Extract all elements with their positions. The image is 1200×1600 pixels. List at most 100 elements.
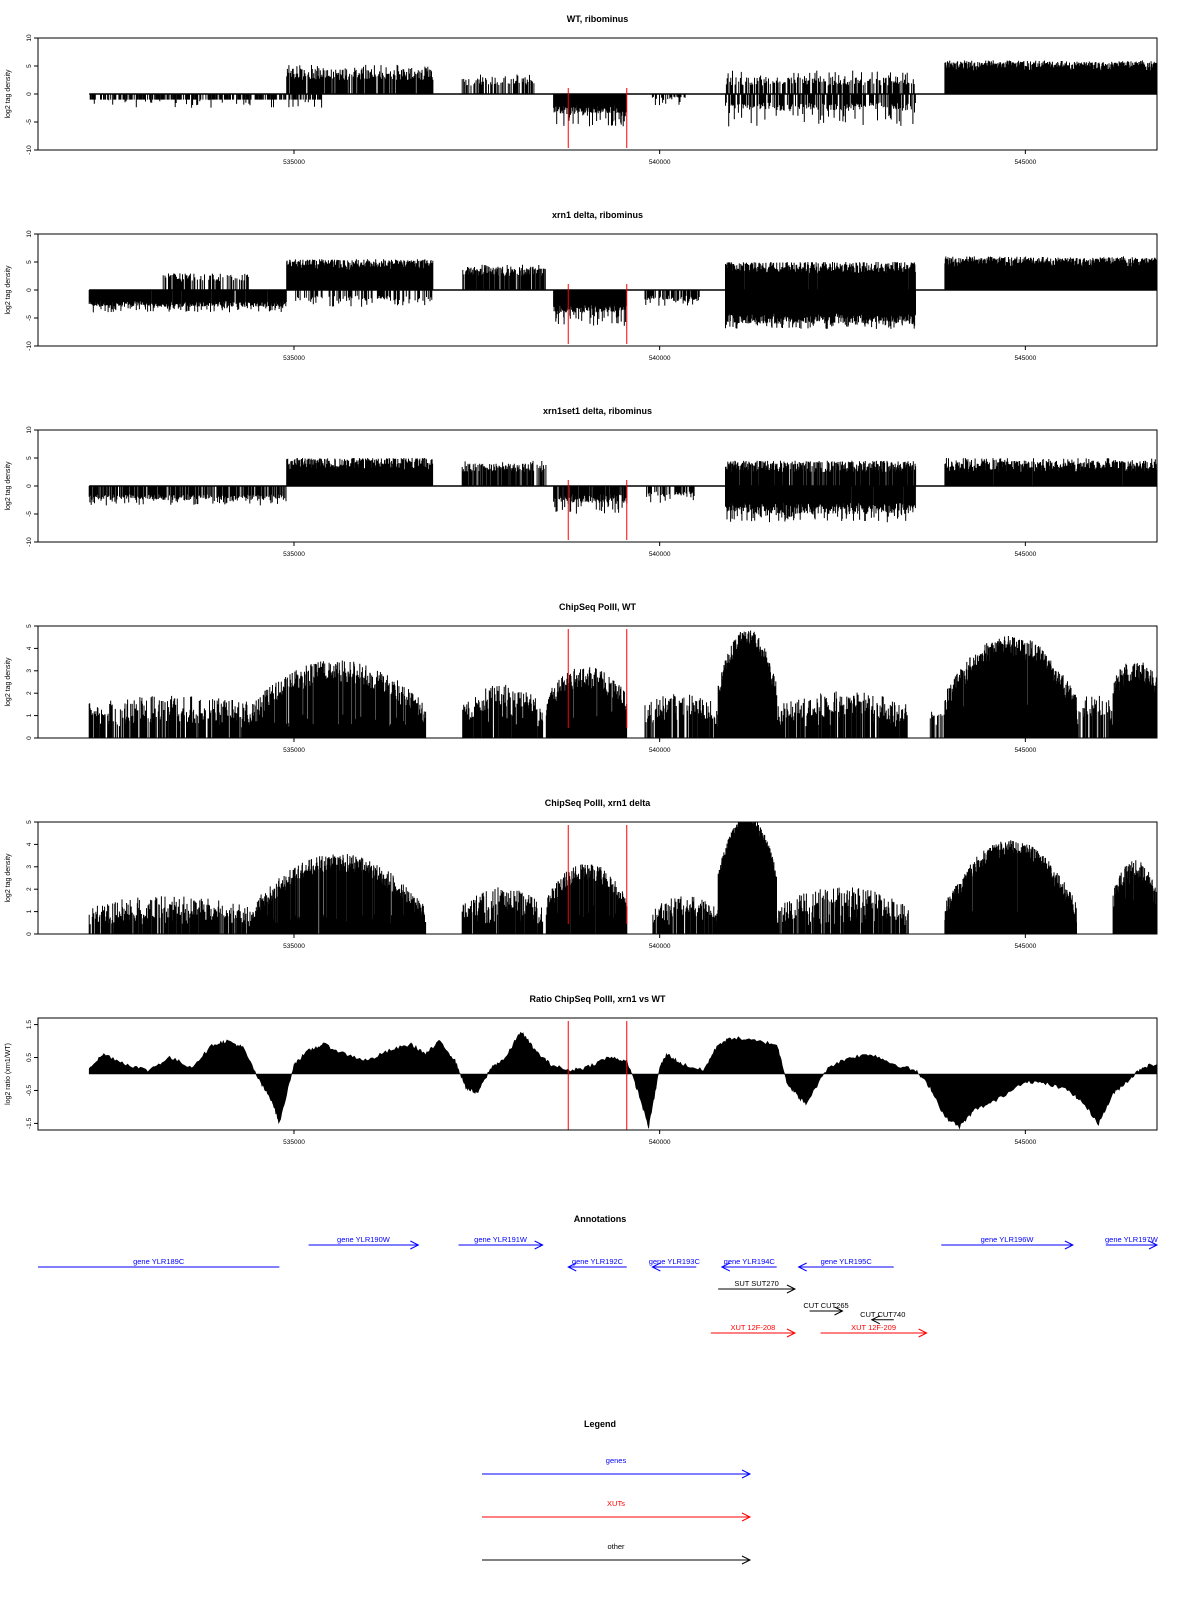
y-tick-label: -0.5 (26, 1084, 33, 1096)
y-axis-label: log2 tag density (5, 657, 12, 707)
y-tick-label: 0 (26, 288, 33, 292)
feature-label: gene YLR192C (572, 1257, 624, 1266)
density-bars (462, 264, 546, 290)
feature-gene-6: gene YLR194C (720, 1257, 777, 1272)
x-tick-label: 535000 (283, 355, 305, 362)
coverage-block-6 (717, 822, 777, 934)
coverage-block-3 (462, 684, 544, 738)
y-tick-label: 2 (26, 691, 33, 695)
coverage-bars (776, 691, 908, 738)
arrow-head (786, 1328, 797, 1338)
arrow-head (786, 1284, 797, 1294)
coverage-bars (944, 636, 1077, 738)
density-bars (162, 273, 249, 290)
feature-arrow (308, 1240, 420, 1250)
arrow-head (834, 1306, 844, 1316)
track-panel-4: ChipSeq PolII, WT log2 tag density 5 4 3 2 1 0 5… (5, 602, 1158, 754)
legend-title: Legend (584, 1419, 616, 1429)
feature-label: gene YLR195C (821, 1257, 873, 1266)
coverage-bars (776, 887, 909, 934)
coverage-bars (88, 695, 251, 738)
coverage-block-9 (1112, 860, 1157, 934)
feature-label: gene YLR194C (724, 1257, 776, 1266)
plot-area (88, 822, 1157, 934)
feature-gene-7: gene YLR195C (797, 1257, 894, 1272)
y-tick-label: 0 (26, 484, 33, 488)
density-segment-4 (553, 94, 627, 127)
legend-item-3: other (482, 1542, 752, 1565)
x-tick-label: 535000 (283, 747, 305, 754)
feature-other-10: SUT SUT270 (718, 1279, 797, 1294)
density-bars (461, 460, 547, 486)
y-axis-label: log2 tag density (5, 461, 12, 511)
density-bars (944, 458, 1157, 486)
x-tick-label: 540000 (649, 943, 671, 950)
track-panel-3: xrn1set1 delta, ribominus log2 tag densit… (5, 406, 1158, 558)
plot-frame (37, 821, 1158, 935)
density-segment-2 (286, 458, 434, 486)
y-tick-label: 10 (26, 34, 33, 42)
feature-label: gene YLR196W (981, 1235, 1035, 1244)
x-tick-label: 545000 (1015, 355, 1037, 362)
y-tick-label: 1 (26, 909, 33, 913)
arrow-head (741, 1555, 752, 1565)
x-tick-label: 540000 (649, 747, 671, 754)
coverage-block-5 (644, 694, 719, 738)
feature-label: gene YLR190W (337, 1235, 391, 1244)
density-bars (88, 486, 287, 506)
density-bars (295, 290, 433, 307)
density-bars (89, 94, 323, 108)
coverage-block-1 (88, 896, 251, 934)
coverage-bars (88, 896, 251, 934)
coverage-block-3 (461, 887, 544, 934)
legend-item-1: genes (482, 1456, 752, 1479)
panel-title: Ratio ChipSeq PolII, xrn1 vs WT (529, 994, 666, 1004)
feature-arrow (720, 1262, 777, 1272)
feature-label: SUT SUT270 (734, 1279, 778, 1288)
y-tick-label: 5 (26, 260, 33, 264)
feature-gene-9: gene YLR197W (1105, 1235, 1159, 1250)
density-bars (553, 290, 627, 326)
y-tick-label: 3 (26, 669, 33, 673)
y-tick-label: -5 (26, 315, 33, 321)
feature-gene-3: gene YLR191W (458, 1235, 544, 1250)
feature-label: CUT CUT740 (860, 1310, 905, 1319)
plot-area (89, 60, 1157, 127)
density-bars (725, 290, 916, 329)
track-panel-2: xrn1 delta, ribominus log2 tag density 10 5… (5, 210, 1158, 362)
y-axis-label: log2 tag density (5, 853, 12, 903)
density-segment-2 (162, 273, 249, 290)
track-panel-5: ChipSeq PolII, xrn1 delta log2 tag densit… (5, 798, 1158, 950)
y-tick-label: 0 (26, 92, 33, 96)
density-bars (725, 486, 916, 523)
coverage-bars (545, 667, 628, 738)
y-tick-label: -10 (26, 145, 33, 155)
coverage-bars (717, 822, 777, 934)
density-bars (725, 94, 916, 127)
panel-title: xrn1set1 delta, ribominus (543, 406, 652, 416)
density-segment-4 (553, 486, 628, 514)
coverage-bars (929, 711, 945, 738)
feature-arrow (567, 1262, 627, 1272)
y-axis-label: log2 tag density (5, 265, 12, 315)
feature-xut-13: XUT 12F-208 (710, 1323, 797, 1338)
coverage-bars (1112, 860, 1157, 934)
feature-label: gene YLR197W (1105, 1235, 1159, 1244)
y-axis-label: log2 tag density (5, 69, 12, 119)
x-tick-label: 545000 (1015, 943, 1037, 950)
density-segment-3 (286, 259, 434, 290)
arrow-head (410, 1240, 420, 1250)
feature-arrow (710, 1328, 797, 1338)
density-segment-7 (725, 486, 916, 523)
feature-gene-4: gene YLR192C (567, 1257, 627, 1272)
arrow-head (870, 1315, 880, 1325)
annotations-title: Annotations (574, 1214, 627, 1224)
coverage-block-1 (88, 695, 251, 738)
y-tick-label: -10 (26, 537, 33, 547)
feature-other-11: CUT CUT265 (803, 1301, 849, 1316)
feature-arrow (870, 1315, 894, 1325)
y-tick-label: 4 (26, 842, 33, 846)
density-bars (553, 486, 628, 514)
coverage-block-4 (545, 667, 628, 738)
plot-frame (37, 1017, 1158, 1131)
